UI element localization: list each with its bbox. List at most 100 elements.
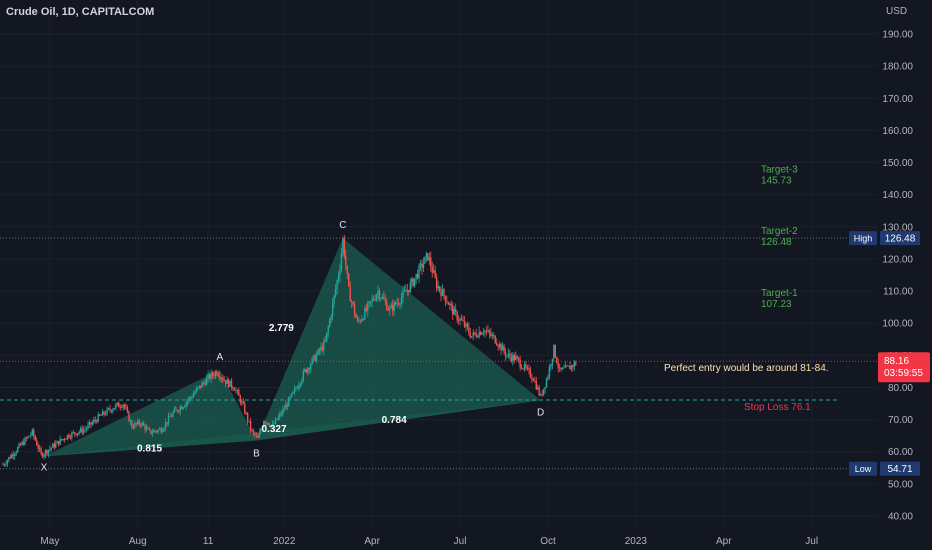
- candle-body: [559, 367, 561, 369]
- candle-body: [189, 397, 192, 399]
- candle-body: [356, 317, 359, 321]
- candle-body: [355, 314, 357, 318]
- candle-body: [570, 365, 573, 370]
- candle-body: [93, 419, 95, 423]
- candle-body: [145, 427, 148, 430]
- candle-body: [567, 365, 570, 367]
- candle-body: [430, 257, 432, 267]
- candle-body: [393, 302, 395, 311]
- candle-body: [406, 289, 409, 292]
- candle-body: [226, 379, 228, 384]
- candle-body: [372, 298, 375, 300]
- candle-body: [210, 372, 212, 379]
- candle-body: [252, 430, 255, 433]
- candle-body: [302, 371, 305, 380]
- candle-body: [75, 433, 77, 436]
- high-label-box: [849, 231, 877, 246]
- candle-body: [440, 290, 442, 297]
- candle-body: [173, 408, 176, 413]
- candle-body: [466, 323, 469, 328]
- candle-body: [362, 319, 365, 320]
- candle-body: [371, 298, 373, 302]
- target-name-1: Target-1: [761, 288, 798, 299]
- pattern-triangle-bcd: [256, 238, 541, 441]
- candle-body: [52, 443, 54, 448]
- candle-body: [575, 362, 577, 365]
- y-tick-label: 50.00: [888, 479, 913, 490]
- candle-body: [447, 302, 450, 305]
- candle-body: [484, 330, 486, 333]
- candle-body: [547, 376, 549, 379]
- time-axis-panel[interactable]: [0, 530, 878, 550]
- candle-body: [258, 432, 261, 438]
- candle-body: [21, 442, 23, 446]
- candle-body: [8, 457, 10, 461]
- candle-body: [412, 278, 414, 286]
- candle-body: [47, 449, 50, 454]
- candle-body: [537, 387, 539, 390]
- candle-body: [77, 433, 79, 436]
- candle-body: [358, 320, 360, 322]
- candle-body: [468, 327, 470, 333]
- target-name-2: Target-2: [761, 226, 798, 237]
- candle-body: [208, 374, 211, 379]
- candle-body: [318, 349, 321, 351]
- candle-body: [311, 358, 313, 365]
- candle-body: [539, 394, 542, 395]
- candle-body: [290, 393, 293, 397]
- candle-body: [431, 266, 433, 273]
- candle-body: [529, 369, 532, 378]
- candle-body: [245, 413, 247, 415]
- candle-body: [437, 286, 439, 289]
- candle-body: [438, 286, 441, 291]
- candle-body: [185, 402, 187, 407]
- candle-body: [222, 378, 224, 380]
- candle-body: [564, 365, 567, 368]
- candle-body: [538, 387, 540, 395]
- candle-body: [78, 431, 80, 434]
- candle-body: [343, 238, 346, 257]
- candle-body: [381, 296, 384, 299]
- candle-body: [248, 421, 250, 422]
- candle-body: [232, 387, 234, 390]
- candle-body: [481, 333, 483, 335]
- candle-body: [35, 440, 38, 446]
- candle-body: [561, 367, 564, 370]
- candle-body: [365, 308, 368, 311]
- candle-body: [161, 430, 164, 433]
- candle-body: [128, 411, 130, 422]
- candle-body: [214, 371, 217, 377]
- candle-body: [516, 356, 518, 358]
- candle-body: [235, 390, 237, 392]
- candle-body: [545, 378, 548, 388]
- x-tick-label: 2023: [625, 536, 648, 547]
- candle-body: [478, 331, 480, 338]
- candle-body: [65, 438, 67, 440]
- candle-body: [104, 414, 107, 416]
- candle-body: [15, 452, 17, 455]
- candle-body: [424, 256, 426, 264]
- candle-body: [33, 429, 35, 437]
- candle-body: [320, 346, 322, 351]
- candle-body: [94, 419, 96, 421]
- candle-body: [327, 326, 329, 333]
- candle-body: [287, 397, 290, 407]
- candle-body: [276, 419, 278, 420]
- candle-body: [460, 318, 463, 321]
- candle-body: [134, 423, 136, 428]
- high-value-box: [880, 231, 920, 246]
- candle-body: [283, 409, 285, 410]
- candle-body: [69, 437, 72, 439]
- candle-body: [277, 416, 280, 420]
- candle-body: [400, 297, 403, 304]
- price-axis-panel[interactable]: [878, 0, 932, 550]
- y-tick-label: 170.00: [882, 94, 913, 105]
- candle-body: [386, 301, 388, 311]
- candle-body: [321, 346, 324, 351]
- entry-note: Perfect entry would be around 81-84.: [664, 363, 829, 374]
- candle-body: [176, 409, 179, 412]
- candle-body: [101, 411, 104, 416]
- candle-body: [191, 397, 193, 399]
